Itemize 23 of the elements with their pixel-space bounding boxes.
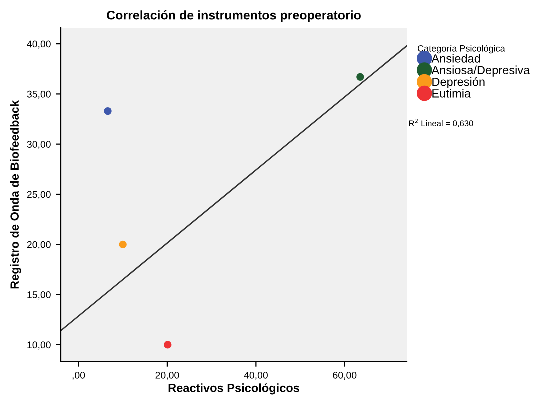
legend-label: Eutimia xyxy=(432,89,472,98)
point xyxy=(119,240,127,248)
y-tick-label: 15,00 xyxy=(28,292,51,300)
y-tick-label: 20,00 xyxy=(27,241,51,250)
point xyxy=(104,107,112,116)
x-tick-label: ,00 xyxy=(72,372,86,380)
x-tick-label: 60,00 xyxy=(333,372,357,380)
text: R$^{2}$ Lineal = 0,630 xyxy=(409,118,474,128)
legend-label: Depresión xyxy=(432,77,485,89)
y-tick-label: 25,00 xyxy=(27,191,51,200)
y-tick-label: 30,00 xyxy=(27,141,51,150)
y-tick-label: 10,00 xyxy=(28,342,51,350)
legend-title: Categoría Psicológica xyxy=(418,45,506,54)
y-axis-title: Registro de Onda de Biofeedback xyxy=(10,100,22,289)
point xyxy=(164,341,172,349)
point xyxy=(356,73,364,81)
chart-title: Correlación de instrumentos preoperatorio xyxy=(107,10,361,22)
y-tick-label: 40,00 xyxy=(27,40,51,49)
legend-label: Ansiosa/Depresiva xyxy=(432,66,530,77)
x-tick-label: 40,00 xyxy=(244,372,268,380)
y-tick-label: 35,00 xyxy=(27,90,51,99)
x-tick-label: 20,00 xyxy=(156,372,180,380)
x-axis-title: Reactivos Psicológicos xyxy=(168,384,300,395)
